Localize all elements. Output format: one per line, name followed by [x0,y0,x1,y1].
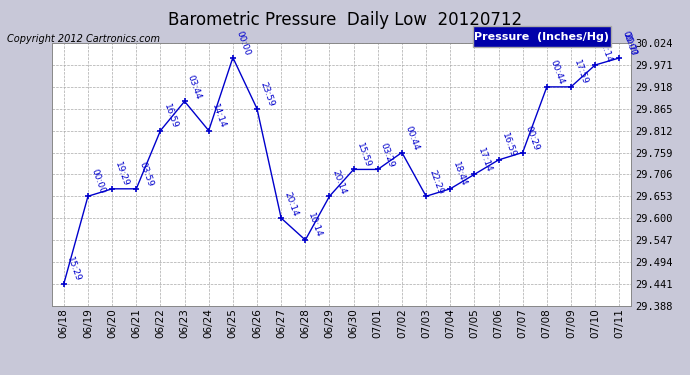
Text: 16:59: 16:59 [500,132,517,159]
Text: 00:29: 00:29 [524,124,541,152]
Text: 17:14: 17:14 [475,146,493,174]
Text: 00:00: 00:00 [620,30,638,57]
Text: 02:14: 02:14 [596,37,613,64]
Text: Barometric Pressure  Daily Low  20120712: Barometric Pressure Daily Low 20120712 [168,11,522,29]
Text: 19:29: 19:29 [113,161,130,188]
Text: 20:14: 20:14 [282,190,299,217]
Text: 00:00: 00:00 [89,168,106,195]
Text: 14:14: 14:14 [210,103,227,130]
Text: 17:59: 17:59 [572,58,589,86]
Text: 00:44: 00:44 [403,124,420,152]
Text: 03:59: 03:59 [137,160,155,188]
Text: 00:00: 00:00 [234,29,251,57]
Text: 00:44: 00:44 [548,59,565,86]
Text: 03:44: 03:44 [186,74,203,100]
Text: 16:59: 16:59 [161,102,179,130]
Text: Copyright 2012 Cartronics.com: Copyright 2012 Cartronics.com [7,34,160,44]
Text: 20:14: 20:14 [331,168,348,195]
Text: 18:44: 18:44 [451,161,469,188]
Text: Pressure  (Inches/Hg): Pressure (Inches/Hg) [474,32,609,42]
Text: 15:29: 15:29 [65,256,82,283]
Text: 03:29: 03:29 [379,141,396,169]
Text: 20:??: 20:?? [622,32,638,57]
Text: 15:59: 15:59 [355,141,372,169]
Text: 22:29: 22:29 [427,168,444,195]
Text: 10:14: 10:14 [306,212,324,239]
Text: 23:59: 23:59 [258,81,275,108]
